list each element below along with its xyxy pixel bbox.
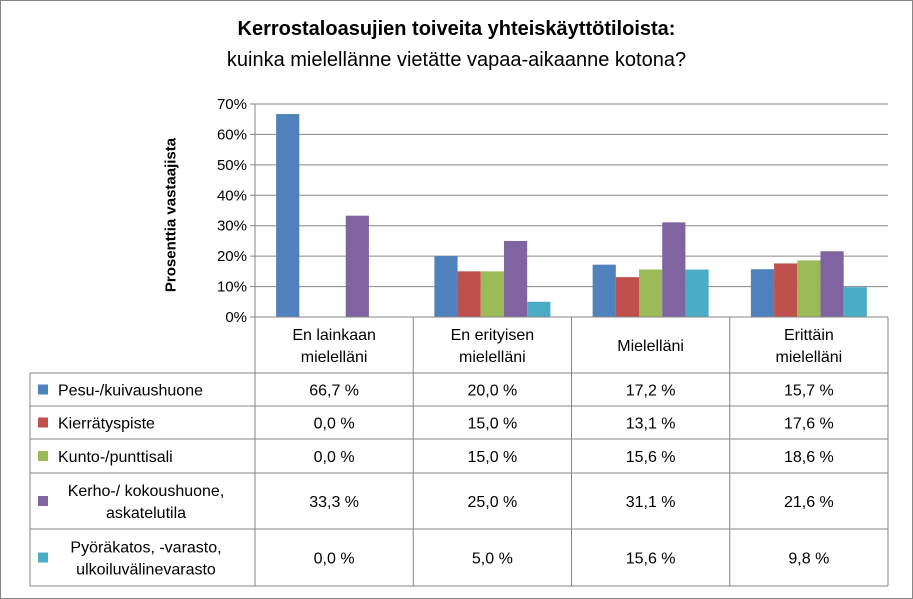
y-tick-label: 60% — [217, 126, 247, 143]
bar — [750, 269, 775, 317]
y-tick-label: 10% — [217, 279, 247, 296]
bar — [774, 263, 798, 317]
bar — [345, 215, 369, 317]
y-tick-label: 30% — [217, 218, 247, 235]
data-value: 15,6 % — [626, 551, 676, 568]
category-label: mielelläni — [776, 349, 843, 366]
data-value: 0,0 % — [314, 551, 355, 568]
data-value: 5,0 % — [472, 551, 513, 568]
bar — [457, 271, 481, 317]
data-value: 15,0 % — [467, 449, 517, 466]
category-label: mielelläni — [459, 349, 526, 366]
bar — [685, 269, 709, 317]
data-value: 13,1 % — [626, 416, 676, 433]
series-name: Pyöräkatos, -varasto, — [70, 540, 221, 557]
bar — [639, 269, 663, 317]
data-value: 15,0 % — [467, 416, 517, 433]
y-tick-label: 0% — [225, 309, 247, 326]
category-label: Mielelläni — [617, 338, 684, 355]
bar — [434, 256, 458, 317]
category-label: mielelläni — [301, 349, 368, 366]
series-name: Pesu-/kuivaushuone — [58, 383, 203, 400]
category-label: En erityisen — [451, 327, 535, 344]
data-value: 15,6 % — [626, 449, 676, 466]
bar — [797, 260, 821, 317]
series-name: askatelutila — [106, 505, 186, 522]
legend-key — [38, 451, 48, 461]
data-value: 20,0 % — [467, 383, 517, 400]
legend-key — [38, 384, 48, 395]
data-value: 9,8 % — [788, 551, 829, 568]
y-tick-label: 20% — [217, 248, 247, 265]
data-value: 25,0 % — [467, 494, 517, 511]
series-name: Kunto-/punttisali — [58, 449, 173, 466]
bar — [592, 264, 616, 317]
bar — [662, 222, 686, 317]
data-value: 17,2 % — [626, 383, 676, 400]
y-tick-label: 50% — [217, 157, 247, 174]
y-tick-label: 40% — [217, 187, 247, 204]
data-value: 15,7 % — [784, 383, 834, 400]
series-name: Kerho-/ kokoushuone, — [68, 483, 225, 500]
y-tick-label: 70% — [217, 96, 247, 113]
data-value: 18,6 % — [784, 449, 834, 466]
legend-key — [38, 417, 48, 428]
bar — [276, 114, 300, 317]
bar — [615, 277, 640, 317]
data-value: 66,7 % — [309, 383, 359, 400]
bar — [480, 271, 504, 317]
bar — [820, 251, 844, 317]
chart-title: Kerrostaloasujien toiveita yhteiskäyttöt… — [237, 18, 676, 40]
series-name: Kierrätyspiste — [58, 416, 155, 433]
data-value: 0,0 % — [314, 416, 355, 433]
data-value: 33,3 % — [309, 494, 359, 511]
data-value: 31,1 % — [626, 494, 676, 511]
bar — [843, 287, 867, 317]
legend-key — [38, 552, 48, 563]
data-value: 21,6 % — [784, 494, 834, 511]
category-label: Erittäin — [784, 327, 834, 344]
data-value: 17,6 % — [784, 416, 834, 433]
category-label: En lainkaan — [292, 327, 376, 344]
legend-key — [38, 496, 48, 506]
series-name: ulkoiluvälinevarasto — [76, 562, 216, 579]
chart-subtitle: kuinka mielellänne vietätte vapaa-aikaan… — [226, 49, 687, 71]
bar — [503, 240, 528, 317]
bar — [527, 301, 551, 317]
data-value: 0,0 % — [314, 449, 355, 466]
